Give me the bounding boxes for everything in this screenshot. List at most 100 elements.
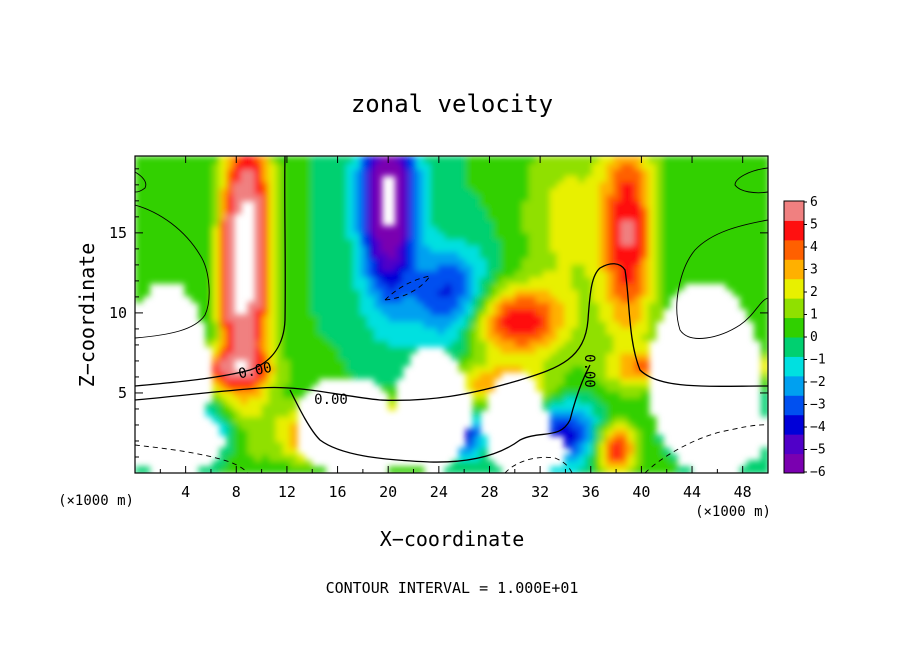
field-cell — [226, 175, 235, 183]
field-cell — [353, 295, 362, 303]
field-cell — [381, 365, 390, 373]
field-cell — [613, 371, 622, 379]
field-cell — [296, 206, 305, 215]
field-cell — [226, 415, 235, 424]
field-cell — [331, 181, 340, 189]
field-cell — [753, 320, 762, 329]
field-cell — [388, 371, 397, 379]
field-cell — [275, 244, 284, 253]
field-cell — [184, 200, 193, 208]
field-cell — [571, 295, 580, 303]
field-cell — [317, 244, 326, 253]
field-cell — [592, 453, 601, 462]
field-cell — [226, 156, 235, 164]
field-cell — [535, 320, 544, 329]
field-cell — [549, 371, 558, 379]
field-cell — [599, 257, 608, 265]
field-cell — [620, 270, 629, 278]
field-cell — [289, 314, 298, 322]
field-cell — [676, 225, 685, 234]
field-cell — [669, 251, 678, 259]
field-cell — [310, 219, 319, 227]
field-cell — [542, 333, 551, 341]
field-cell — [338, 358, 347, 367]
field-cell — [282, 244, 291, 253]
field-cell — [528, 175, 537, 183]
field-cell — [479, 453, 488, 462]
field-cell — [282, 415, 291, 424]
field-cell — [416, 308, 425, 316]
field-cell — [303, 162, 312, 170]
field-cell — [395, 301, 404, 310]
field-cell — [416, 194, 425, 202]
field-cell — [149, 270, 158, 278]
field-cell — [261, 453, 270, 462]
field-cell — [732, 238, 741, 246]
field-cell — [535, 181, 544, 189]
field-cell — [571, 187, 580, 196]
field-cell — [402, 333, 411, 341]
field-cell — [662, 282, 671, 291]
field-cell — [557, 327, 566, 335]
field-cell — [142, 282, 151, 291]
field-cell — [360, 194, 369, 202]
field-cell — [613, 168, 622, 177]
field-cell — [578, 276, 587, 284]
field-cell — [697, 270, 706, 278]
field-cell — [170, 257, 179, 265]
field-cell — [486, 200, 495, 208]
field-cell — [486, 194, 495, 202]
field-cell — [219, 339, 228, 348]
field-cell — [289, 232, 298, 240]
field-cell — [528, 308, 537, 316]
field-cell — [381, 232, 390, 240]
field-cell — [275, 415, 284, 424]
colorbar-tick-label: 0 — [810, 330, 818, 345]
field-cell — [578, 415, 587, 424]
field-cell — [353, 257, 362, 265]
field-cell — [423, 225, 432, 234]
field-cell — [585, 289, 594, 297]
field-cell — [261, 314, 270, 322]
field-cell — [557, 396, 566, 405]
field-cell — [451, 232, 460, 240]
field-cell — [451, 175, 460, 183]
field-cell — [521, 327, 530, 335]
field-cell — [247, 314, 256, 322]
field-cell — [282, 339, 291, 348]
field-cell — [669, 232, 678, 240]
field-cell — [655, 289, 664, 297]
field-cell — [451, 301, 460, 310]
field-cell — [205, 333, 214, 341]
field-cell — [732, 270, 741, 278]
field-cell — [542, 327, 551, 335]
field-cell — [564, 308, 573, 316]
field-cell — [275, 434, 284, 443]
field-cell — [451, 460, 460, 468]
contour-label-1: 0.00 — [237, 360, 273, 383]
field-cell — [571, 453, 580, 462]
field-cell — [648, 270, 657, 278]
field-cell — [542, 308, 551, 316]
field-cell — [416, 263, 425, 272]
field-cell — [739, 466, 748, 473]
field-cell — [289, 238, 298, 246]
field-cell — [331, 238, 340, 246]
field-cell — [338, 238, 347, 246]
field-cell — [395, 289, 404, 297]
field-cell — [760, 384, 768, 392]
colorbar-tick-label: −4 — [810, 420, 826, 435]
field-cell — [163, 206, 172, 215]
field-cell — [135, 257, 144, 265]
field-cell — [388, 168, 397, 177]
field-cell — [135, 194, 144, 202]
field-cell — [557, 257, 566, 265]
field-cell — [725, 162, 734, 170]
field-cell — [324, 263, 333, 272]
field-cell — [557, 384, 566, 392]
field-cell — [634, 194, 643, 202]
field-cell — [564, 441, 573, 449]
field-cell — [585, 156, 594, 164]
field-cell — [564, 181, 573, 189]
field-cell — [760, 301, 768, 310]
